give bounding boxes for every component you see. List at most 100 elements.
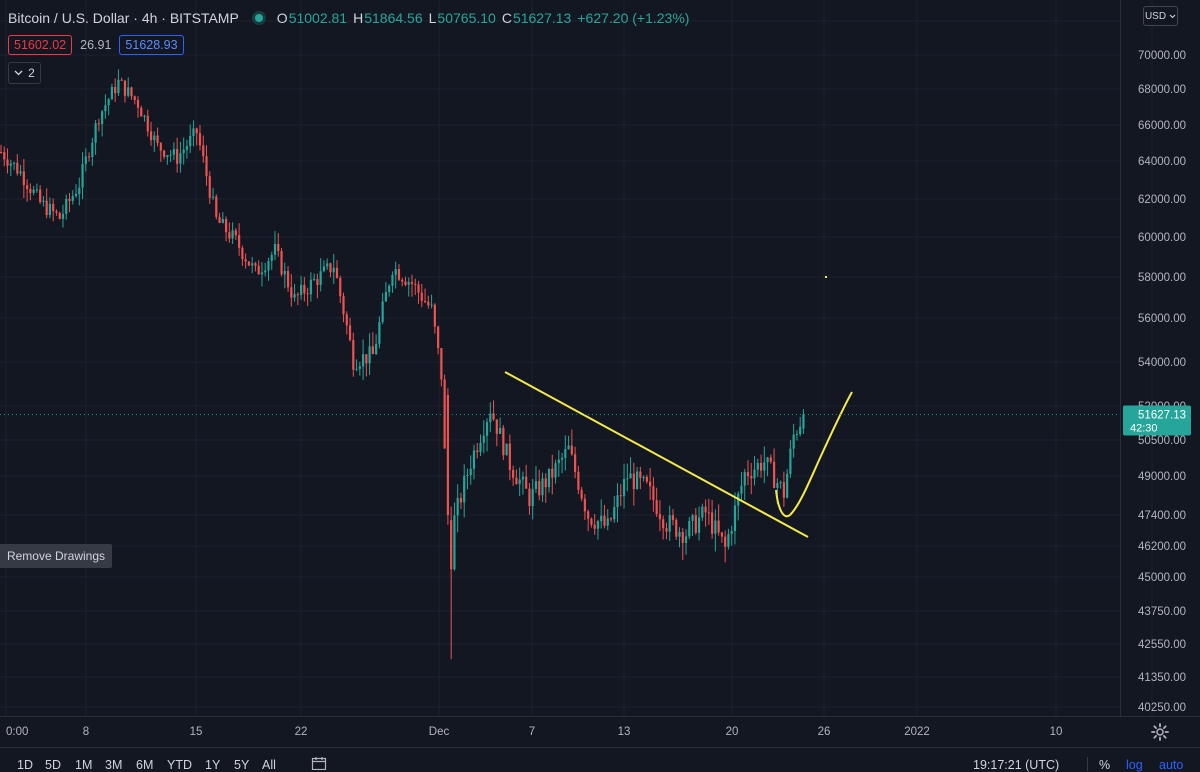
candle-body bbox=[205, 156, 208, 177]
candle-body bbox=[430, 304, 433, 306]
candle-body bbox=[717, 520, 720, 533]
candle bbox=[733, 492, 737, 545]
candle bbox=[430, 294, 433, 309]
candle bbox=[12, 161, 16, 171]
timeframe-1d[interactable]: 1D bbox=[17, 758, 33, 772]
candle-body bbox=[528, 488, 531, 507]
candle-body bbox=[711, 512, 714, 534]
candle bbox=[260, 262, 264, 287]
candle bbox=[358, 361, 361, 376]
candle bbox=[427, 295, 430, 309]
candle-body bbox=[671, 515, 675, 521]
timeframe-5y[interactable]: 5Y bbox=[234, 758, 250, 772]
candle bbox=[616, 483, 619, 523]
candle bbox=[410, 274, 414, 297]
candle-body bbox=[55, 211, 58, 213]
candle-body bbox=[557, 459, 560, 464]
candle bbox=[283, 262, 286, 289]
candle bbox=[163, 149, 166, 160]
last-price-value: 51627.13 bbox=[1138, 409, 1186, 421]
candle-body bbox=[792, 434, 795, 449]
trendline-drawing bbox=[504, 371, 809, 538]
candle bbox=[159, 142, 162, 162]
calendar-icon[interactable] bbox=[311, 756, 327, 770]
symbol-title[interactable]: Bitcoin / U.S. Dollar · 4h · BITSTAMP bbox=[8, 10, 239, 26]
candle bbox=[763, 446, 766, 484]
candle bbox=[678, 527, 681, 548]
candle bbox=[453, 502, 456, 571]
candle bbox=[130, 86, 133, 100]
candle bbox=[238, 223, 241, 256]
candle-body bbox=[776, 483, 779, 488]
timeframe-1y[interactable]: 1Y bbox=[205, 758, 221, 772]
candle bbox=[629, 457, 632, 479]
candle-body bbox=[208, 176, 211, 198]
candle bbox=[84, 148, 87, 172]
indicators-toggle[interactable]: 2 bbox=[8, 62, 41, 84]
remove-drawings-button[interactable]: Remove Drawings bbox=[0, 544, 112, 568]
candle bbox=[423, 288, 427, 304]
open-value: 51002.81 bbox=[288, 10, 348, 26]
currency-select[interactable]: USD bbox=[1143, 6, 1178, 26]
candle bbox=[459, 492, 463, 510]
candle-body bbox=[202, 145, 205, 157]
candle bbox=[329, 262, 332, 278]
candle-body bbox=[613, 507, 616, 520]
candle bbox=[339, 275, 342, 304]
timeframe-6m[interactable]: 6M bbox=[136, 758, 154, 772]
candle-body bbox=[273, 244, 277, 255]
candle-body bbox=[498, 427, 502, 434]
candle bbox=[603, 504, 606, 529]
candle bbox=[169, 150, 172, 163]
gear-icon[interactable] bbox=[1150, 722, 1170, 742]
candle bbox=[107, 97, 110, 116]
candle-body bbox=[606, 518, 609, 526]
timeframe-3m[interactable]: 3M bbox=[105, 758, 123, 772]
candle-body bbox=[322, 266, 326, 272]
candle bbox=[198, 124, 202, 151]
candle-body bbox=[120, 79, 123, 81]
timeframe-1m[interactable]: 1M bbox=[75, 758, 93, 772]
timeframe-5d[interactable]: 5D bbox=[45, 758, 61, 772]
candle-body bbox=[639, 471, 642, 478]
candle-body bbox=[286, 270, 290, 288]
candle bbox=[521, 471, 525, 495]
candle-body bbox=[313, 279, 316, 281]
ask-price[interactable]: 51628.93 bbox=[119, 35, 184, 55]
candle bbox=[401, 277, 404, 287]
candle bbox=[221, 212, 224, 224]
candle bbox=[688, 517, 691, 540]
candle-body bbox=[440, 348, 443, 380]
candle bbox=[463, 464, 466, 518]
candle-body bbox=[110, 86, 114, 100]
percent-scale-toggle[interactable]: % bbox=[1099, 758, 1111, 772]
candle-body bbox=[420, 292, 423, 301]
candle bbox=[668, 505, 671, 541]
candle-body bbox=[593, 524, 596, 529]
candle-body bbox=[156, 135, 159, 144]
bid-price[interactable]: 51602.02 bbox=[8, 35, 73, 55]
utc-clock[interactable]: 19:17:21 (UTC) bbox=[973, 758, 1060, 772]
dot-icon bbox=[254, 14, 263, 22]
auto-scale-toggle[interactable]: auto bbox=[1159, 758, 1184, 772]
timeframe-all[interactable]: All bbox=[262, 758, 276, 772]
candle bbox=[652, 477, 655, 512]
candle bbox=[9, 159, 12, 177]
candle bbox=[22, 158, 25, 199]
log-scale-toggle[interactable]: log bbox=[1126, 758, 1143, 772]
candle bbox=[254, 261, 257, 272]
candle bbox=[211, 187, 215, 200]
candle bbox=[123, 80, 127, 103]
candle-body bbox=[97, 123, 100, 125]
time-axis-label: 10 bbox=[1050, 726, 1063, 738]
candle bbox=[264, 262, 267, 277]
candle bbox=[365, 354, 368, 377]
timeframe-ytd[interactable]: YTD bbox=[167, 758, 192, 772]
candle bbox=[446, 388, 449, 525]
price-axis-label: 54000.00 bbox=[1138, 357, 1186, 369]
price-axis-label: 68000.00 bbox=[1138, 84, 1186, 96]
time-axis-label: 2022 bbox=[904, 726, 930, 738]
candle bbox=[508, 434, 511, 481]
candle-body bbox=[169, 154, 172, 156]
